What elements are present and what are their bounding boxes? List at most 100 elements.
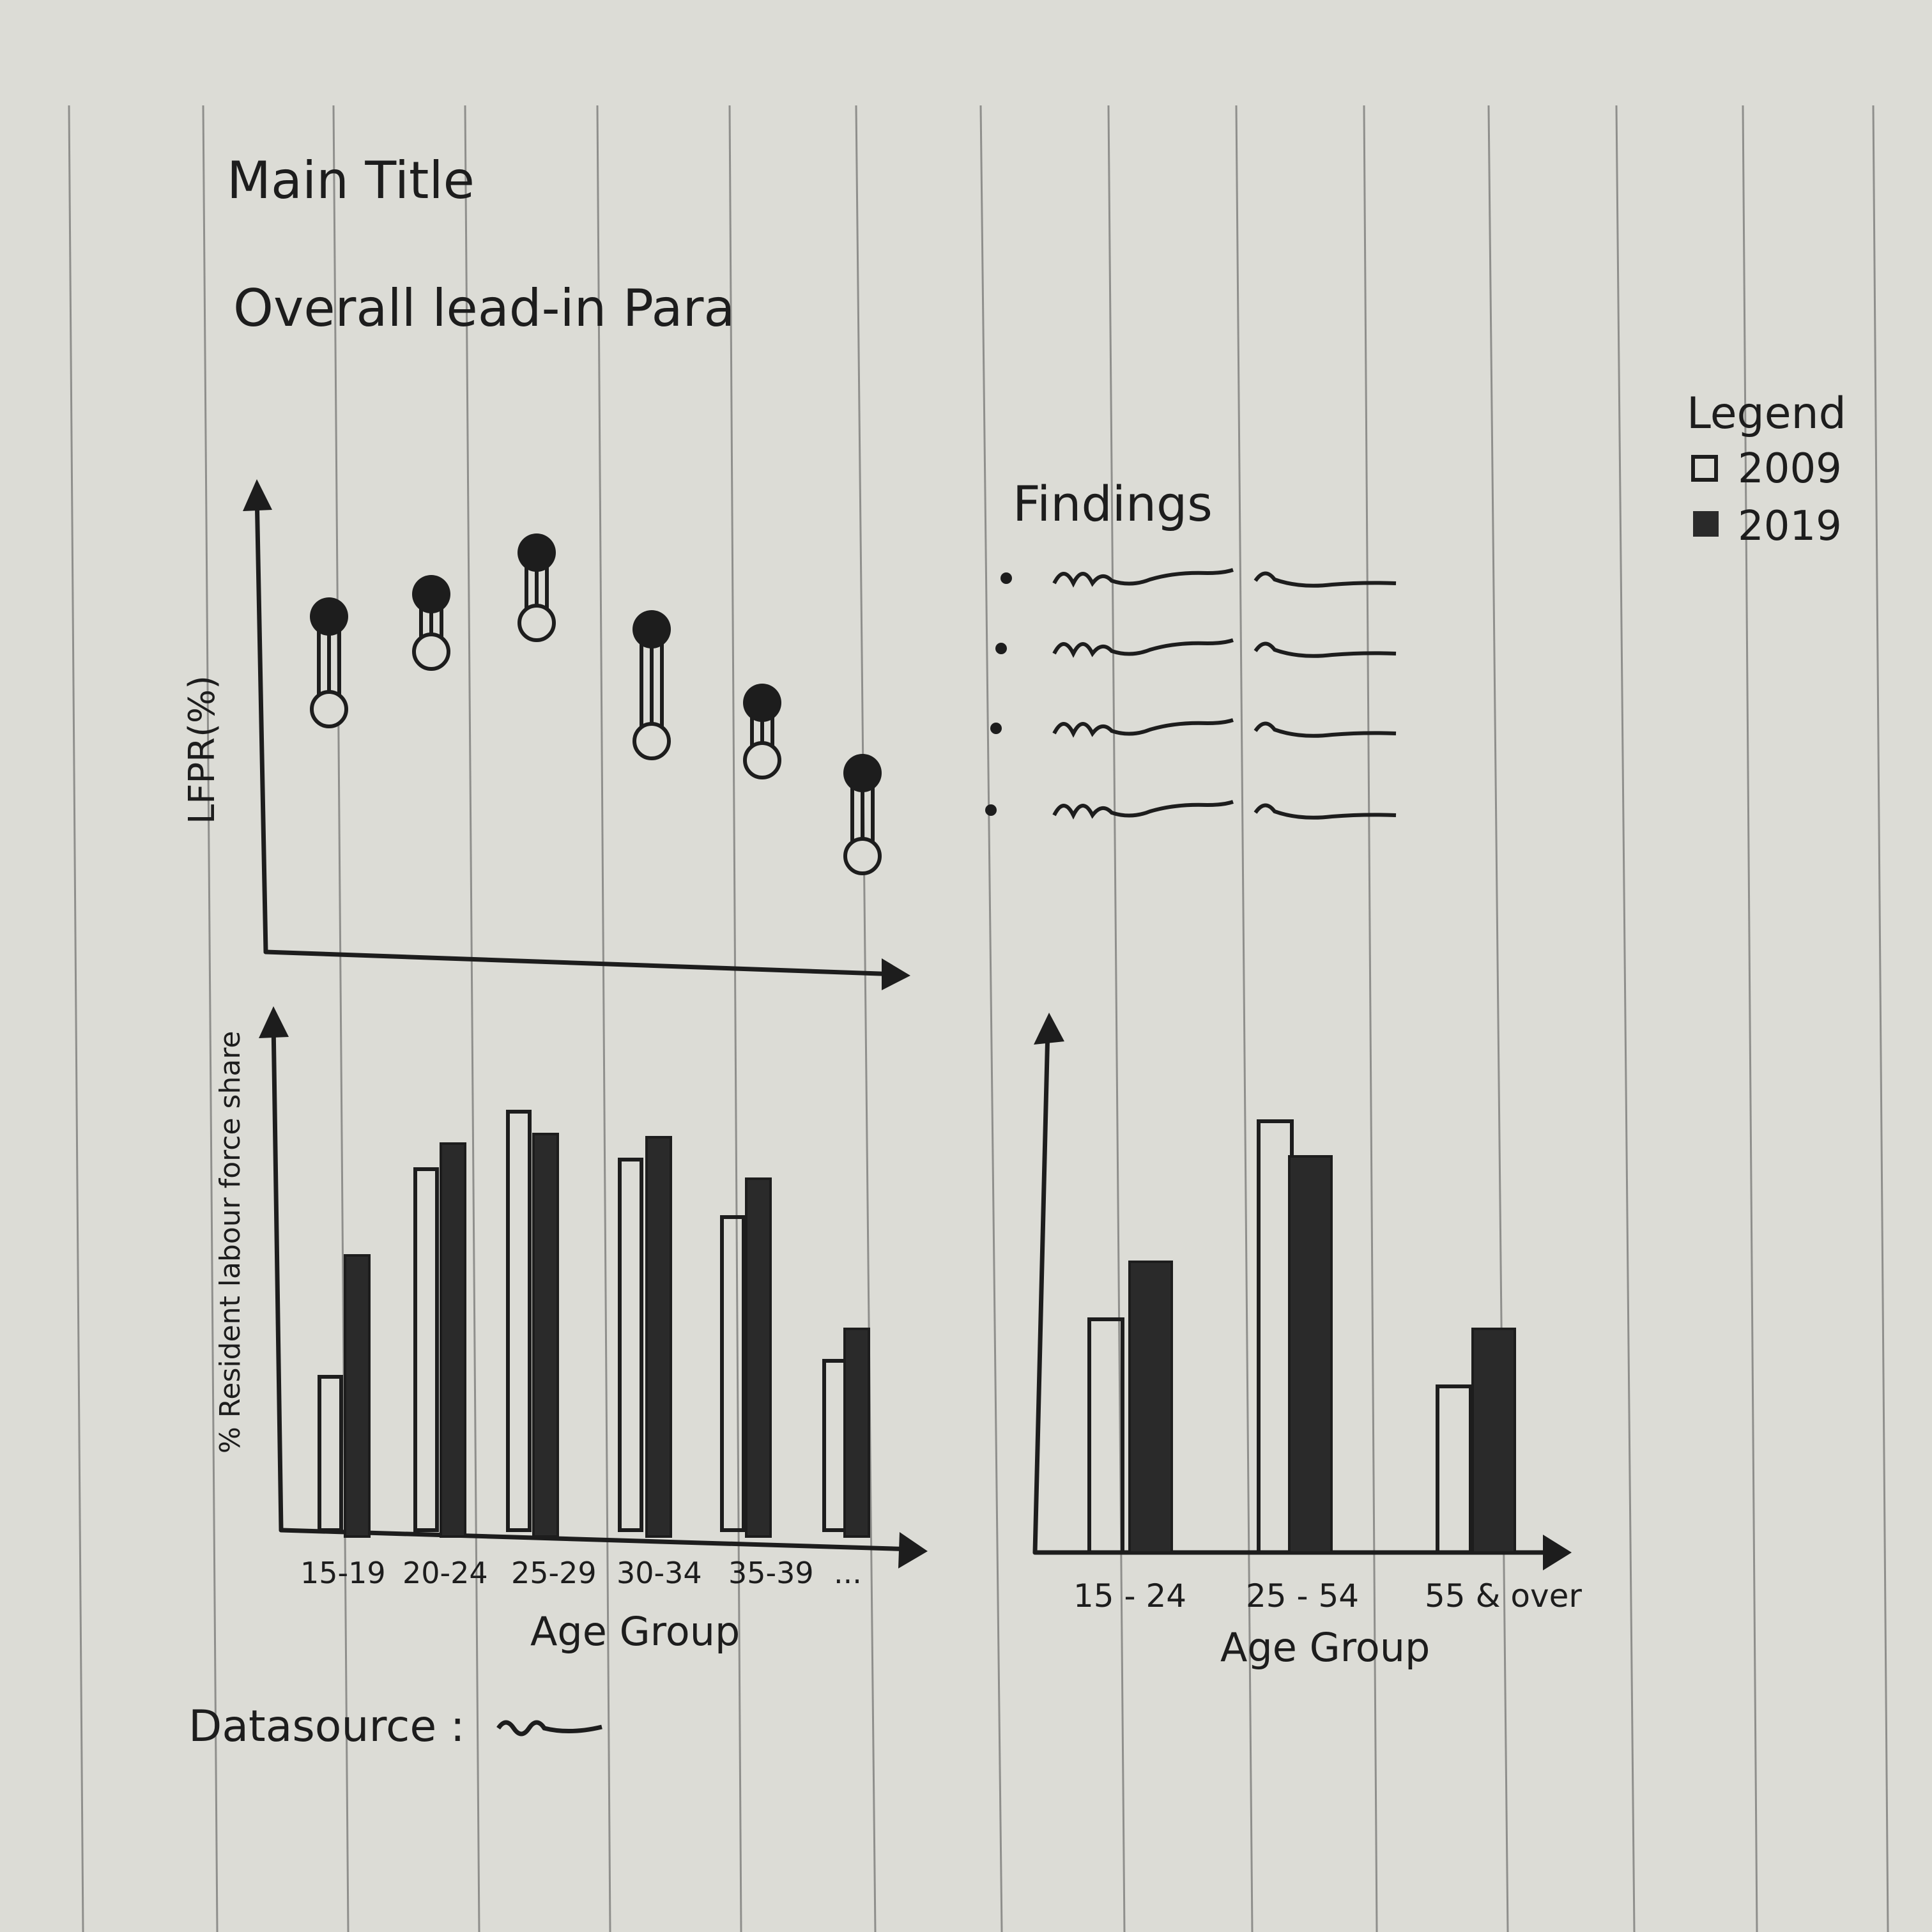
- left-bar-x-axis: [279, 1528, 916, 1552]
- findings-bullet-icon: [1000, 572, 1012, 584]
- legend-label-2019: 2019: [1738, 503, 1842, 550]
- right-bar-tick-labels: 15 - 24 25 - 54 55 & over: [1073, 1577, 1582, 1614]
- bar-2019: [745, 1177, 772, 1538]
- bar-2019: [344, 1254, 371, 1538]
- bar-2019: [1288, 1155, 1333, 1554]
- left-bar-tick-label: 15-19: [300, 1556, 386, 1590]
- main-title: Main Title: [227, 151, 475, 210]
- bar-2019: [440, 1142, 466, 1538]
- findings-text-squiggle: [1254, 641, 1397, 658]
- ruled-lines: [68, 105, 1889, 1932]
- right-bar-x-label: Age Group: [1220, 1624, 1430, 1671]
- dumbbell-x-axis: [263, 949, 900, 977]
- findings-text-squiggle: [1254, 803, 1397, 820]
- bar-2009: [720, 1215, 746, 1532]
- right-bar-x-arrow-icon: [1543, 1535, 1572, 1570]
- right-bar-y-axis: [1032, 1026, 1050, 1555]
- left-bar-tick-label: 30-34: [617, 1556, 702, 1590]
- dumbbell-point-2019: [843, 754, 882, 792]
- dumbbell-point-2009: [843, 837, 882, 875]
- findings-text-squiggle: [1052, 718, 1234, 738]
- bar-2009: [413, 1167, 439, 1532]
- dumbbell-point-2009: [632, 722, 671, 760]
- bar-2019: [532, 1133, 559, 1538]
- dumbbell-point-2019: [518, 533, 556, 572]
- dumbbell-chart: LFPR(%): [181, 479, 910, 990]
- findings-bullet-icon: [995, 643, 1007, 654]
- left-bar-tick-label: ...: [834, 1556, 862, 1590]
- left-bar-y-arrow-icon: [259, 1006, 289, 1038]
- ruled-line: [1742, 105, 1758, 1932]
- bar-chart-right: 15 - 24 25 - 54 55 & over Age Group: [1032, 1013, 1582, 1671]
- dumbbell-marks: [310, 533, 882, 875]
- right-bar-tick-label: 55 & over: [1425, 1577, 1582, 1614]
- dumbbell-axes: [254, 489, 900, 977]
- bar-2009: [618, 1158, 643, 1532]
- findings-bullet-icon: [990, 723, 1002, 734]
- findings-bullets: [985, 568, 1397, 820]
- dumbbell-point-2019: [310, 597, 348, 636]
- legend: Legend 2009 2019: [1687, 388, 1846, 550]
- right-bar-marks: [1087, 1119, 1516, 1554]
- dumbbell-point-2019: [743, 684, 781, 722]
- dumbbell-point-2019: [632, 610, 671, 648]
- dumbbell-y-axis: [254, 489, 268, 954]
- dumbbell-point-2009: [743, 741, 781, 779]
- ruled-line: [1363, 105, 1378, 1932]
- findings-text-squiggle: [1052, 638, 1234, 658]
- bar-2009: [1436, 1384, 1473, 1554]
- findings-section: Findings: [985, 475, 1397, 820]
- right-bar-tick-label: 15 - 24: [1073, 1577, 1186, 1614]
- dumbbell-y-arrow-icon: [243, 479, 272, 511]
- lead-in-paragraph: Overall lead-in Para: [233, 279, 735, 338]
- left-bar-y-axis: [271, 1020, 284, 1533]
- ruled-line: [332, 105, 349, 1932]
- legend-title: Legend: [1687, 388, 1846, 439]
- left-bar-x-label: Age Group: [530, 1608, 740, 1655]
- right-bar-tick-label: 25 - 54: [1246, 1577, 1359, 1614]
- datasource-label: Datasource :: [188, 1701, 465, 1752]
- ruled-line: [464, 105, 480, 1932]
- findings-text-squiggle: [1052, 800, 1234, 820]
- bar-2019: [1471, 1328, 1516, 1554]
- bar-2009: [1087, 1317, 1124, 1554]
- bar-2019: [645, 1136, 672, 1538]
- dumbbell-point-2009: [310, 690, 348, 728]
- dumbbell-point-2009: [412, 632, 450, 671]
- ruled-line: [1487, 105, 1509, 1932]
- right-bar-y-arrow-icon: [1034, 1013, 1064, 1045]
- bar-chart-left: % Resident labour force share 15-19 20-24…: [214, 1006, 928, 1655]
- ruled-line: [979, 105, 1003, 1932]
- findings-text-squiggle: [1052, 568, 1234, 588]
- ruled-line: [202, 105, 218, 1932]
- bar-2019: [843, 1328, 870, 1538]
- dumbbell-point-2009: [518, 604, 556, 642]
- findings-text-squiggle: [1254, 721, 1397, 738]
- left-bar-tick-label: 35-39: [728, 1556, 814, 1590]
- legend-swatch-filled: [1693, 511, 1719, 537]
- ruled-line: [68, 105, 84, 1932]
- left-bar-x-arrow-icon: [898, 1532, 928, 1568]
- legend-label-2009: 2009: [1738, 445, 1842, 493]
- bar-2009: [318, 1375, 343, 1532]
- ruled-line: [1107, 105, 1126, 1932]
- left-bar-tick-labels: 15-19 20-24 25-29 30-34 35-39...: [300, 1556, 862, 1590]
- dumbbell-point-2019: [412, 575, 450, 613]
- left-bar-tick-label: 25-29: [511, 1556, 597, 1590]
- dumbbell-y-label: LFPR(%): [181, 675, 223, 824]
- findings-bullet-icon: [985, 804, 997, 816]
- ruled-line: [855, 105, 877, 1932]
- findings-title: Findings: [1013, 475, 1213, 532]
- left-bar-tick-label: 20-24: [402, 1556, 488, 1590]
- ruled-line: [728, 105, 742, 1932]
- dumbbell-x-arrow-icon: [882, 958, 910, 990]
- ruled-line: [596, 105, 611, 1932]
- left-bar-marks: [318, 1110, 870, 1538]
- findings-text-squiggle: [1254, 571, 1397, 588]
- ruled-line: [1235, 105, 1254, 1932]
- bar-2009: [506, 1110, 532, 1532]
- left-bar-y-label: % Resident labour force share: [214, 1031, 247, 1453]
- legend-swatch-open: [1691, 455, 1718, 482]
